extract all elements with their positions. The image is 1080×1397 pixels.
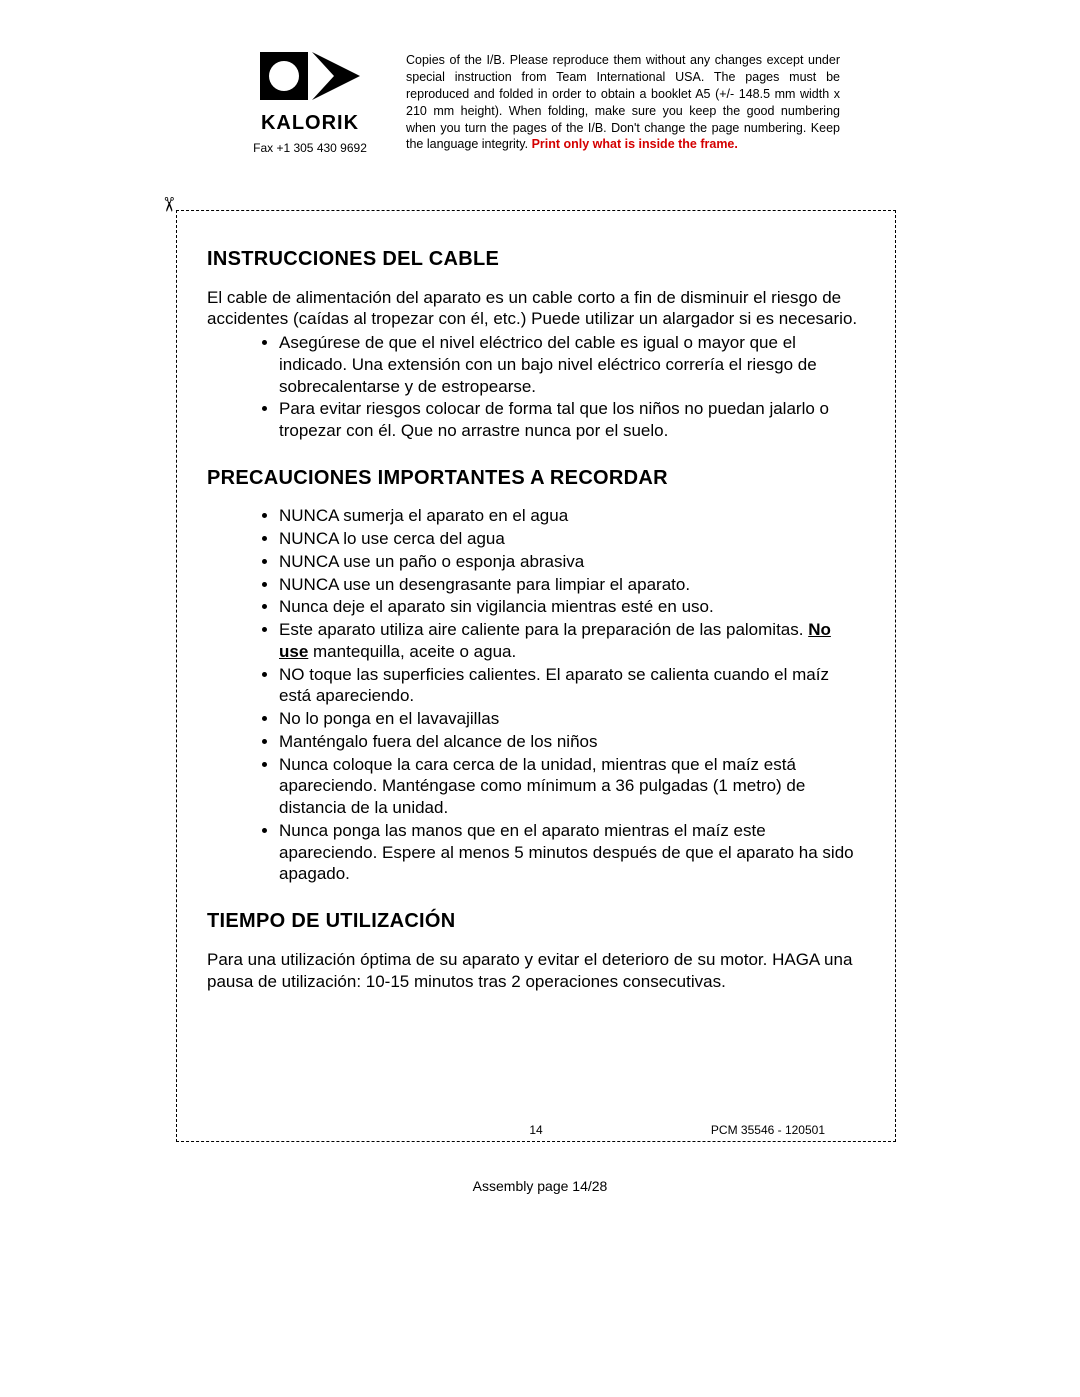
precautions-list: NUNCA sumerja el aparato en el agua NUNC… (207, 505, 865, 885)
header-block: KALORIK Fax +1 305 430 9692 Copies of th… (240, 52, 840, 155)
list-item: NUNCA use un paño o esponja abrasiva (279, 551, 865, 573)
cable-intro: El cable de alimentación del aparato es … (207, 287, 865, 331)
section-title-cable: INSTRUCCIONES DEL CABLE (207, 247, 865, 273)
usage-time-text: Para una utilización óptima de su aparat… (207, 949, 865, 993)
content-frame: INSTRUCCIONES DEL CABLE El cable de alim… (176, 210, 896, 1142)
list-item: No lo ponga en el lavavajillas (279, 708, 865, 730)
list-item: NUNCA use un desengrasante para limpiar … (279, 574, 865, 596)
list-item: NUNCA sumerja el aparato en el agua (279, 505, 865, 527)
list-item: Nunca ponga las manos que en el aparato … (279, 820, 865, 885)
list-item: Asegúrese de que el nivel eléctrico del … (279, 332, 865, 397)
list-item: Nunca coloque la cara cerca de la unidad… (279, 754, 865, 819)
list-item: Nunca deje el aparato sin vigilancia mie… (279, 596, 865, 618)
print-warning: Print only what is inside the frame. (532, 137, 738, 151)
cable-list: Asegúrese de que el nivel eléctrico del … (207, 332, 865, 442)
section-title-precautions: PRECAUCIONES IMPORTANTES A RECORDAR (207, 466, 865, 492)
list-item: Este aparato utiliza aire caliente para … (279, 619, 865, 663)
section-title-usage-time: TIEMPO DE UTILIZACIÓN (207, 909, 865, 935)
list-item: NO toque las superficies calientes. El a… (279, 664, 865, 708)
fax-number: Fax +1 305 430 9692 (240, 141, 380, 155)
document-code: PCM 35546 - 120501 (711, 1123, 825, 1137)
logo-block: KALORIK Fax +1 305 430 9692 (240, 52, 380, 155)
list-item: Para evitar riesgos colocar de forma tal… (279, 398, 865, 442)
page-number: 14 (529, 1123, 542, 1137)
reproduction-notice: Copies of the I/B. Please reproduce them… (380, 52, 840, 153)
brand-name: KALORIK (240, 112, 380, 135)
content-body: INSTRUCCIONES DEL CABLE El cable de alim… (207, 247, 865, 992)
list-item: NUNCA lo use cerca del agua (279, 528, 865, 550)
kalorik-logo-icon (260, 52, 360, 110)
list-item: Manténgalo fuera del alcance de los niño… (279, 731, 865, 753)
assembly-page-label: Assembly page 14/28 (0, 1178, 1080, 1194)
